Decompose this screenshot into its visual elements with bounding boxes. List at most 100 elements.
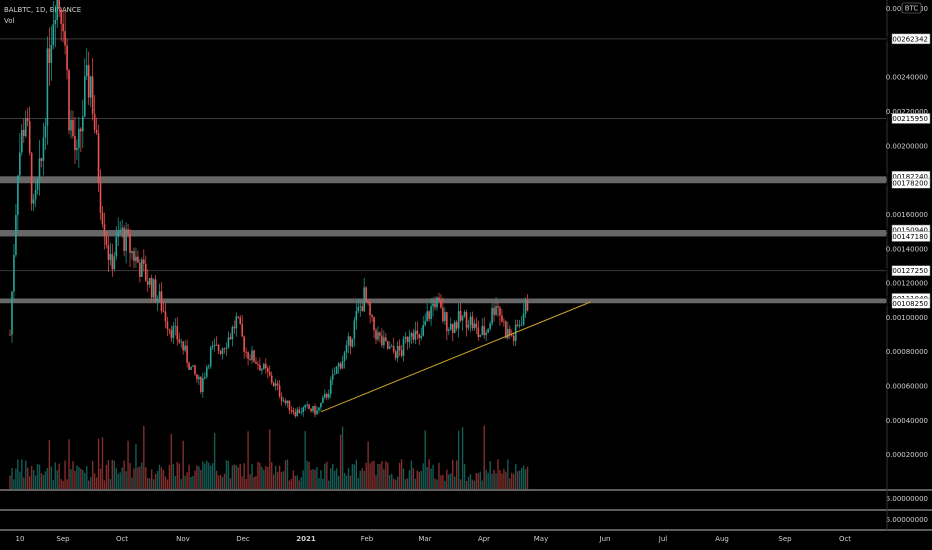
candle-body [465,311,468,328]
candle-body [505,321,507,338]
volume-bar [196,465,198,489]
volume-bar [387,462,389,489]
candle-body [28,121,31,153]
volume-bar [377,463,379,489]
y-tick-label: 0.00120000 [886,280,928,288]
price-level-badge [891,177,931,189]
trendline[interactable] [320,301,591,413]
candle-body [261,368,263,371]
candle-body [371,315,373,317]
volume-bar [513,473,515,489]
volume-bar [524,469,527,489]
resistance-zone [0,176,887,184]
volume-bar [406,478,409,489]
candle-body [359,306,362,308]
y-tick-label: 0.00080000 [886,348,928,356]
volume-bar [206,460,208,489]
candle-body [404,336,407,339]
volume-bar [235,465,237,489]
volume-bar [322,478,324,489]
candle-body [93,113,96,130]
candle-body [15,214,17,256]
volume-bar [394,479,397,489]
volume-bar [247,431,249,489]
candle-body [440,300,442,308]
volume-bar [467,476,470,489]
volume-bar [210,465,212,489]
candle-body [383,337,385,346]
candle-body [52,24,55,45]
candle-body [322,397,324,404]
candle-body [48,48,51,63]
candle-body [215,344,218,346]
volume-bar [457,430,460,489]
candle-body [9,334,11,336]
volume-bar [491,473,493,489]
volume-bar [343,472,346,489]
volume-bar [103,480,106,489]
candle-body [520,324,523,326]
candle-body [418,333,421,339]
candle-body [347,336,350,346]
volume-bar [42,475,45,489]
candle-body [312,406,314,412]
currency-badge[interactable] [901,2,922,14]
candle-body [194,365,196,375]
candle-body [314,406,316,415]
volume-bar [227,460,230,489]
candle-body [202,378,204,393]
volume-bar [379,463,381,489]
volume-bar [518,470,521,489]
candle-body [469,316,472,325]
candle-body [316,410,318,415]
volume-bar [296,475,298,489]
volume-bar [473,480,476,489]
candle-body [422,325,425,336]
volume-bar [135,443,137,489]
volume-bar [170,433,173,489]
y-tick-label: 0.00100000 [886,314,928,322]
volume-bar [58,463,60,489]
candle-body [341,361,344,369]
candle-body [406,336,409,343]
candle-body [180,341,182,343]
candle-body [233,327,236,329]
chart-title: BALBTC, 1D, BINANCE [4,6,82,14]
volume-bar [426,466,428,489]
volume-bar [127,440,129,489]
x-tick-label: Jun [599,535,611,543]
volume-bar [154,473,157,489]
volume-bar [107,460,110,489]
volume-bar [166,479,169,489]
volume-bar [40,473,43,489]
candle-body [103,224,106,237]
candle-body [298,409,301,413]
volume-bar [245,478,247,489]
volume-bar [292,470,295,489]
volume-bar [32,470,35,489]
candle-body [481,326,484,335]
x-tick-label: Apr [478,535,490,543]
candle-body [158,291,161,299]
candle-body [516,324,519,326]
volume-bar [160,467,163,489]
volume-bar [274,465,277,489]
volume-bar [25,460,27,489]
volume-bar [219,474,222,489]
volume-bar [481,480,483,489]
x-tick-label: Aug [715,535,729,543]
candle-body [263,363,265,369]
candle-body [290,410,293,412]
candle-body [188,362,190,370]
volume-bar [97,438,100,489]
volume-bar [263,469,265,489]
volume-bar [286,459,289,489]
candle-body [428,311,430,320]
volume-bar [398,462,401,489]
candle-body [381,335,383,346]
volume-bar [326,461,328,489]
volume-bar [428,459,430,489]
price-level-label: 0.00150940 [886,227,928,235]
candle-body [300,412,303,414]
